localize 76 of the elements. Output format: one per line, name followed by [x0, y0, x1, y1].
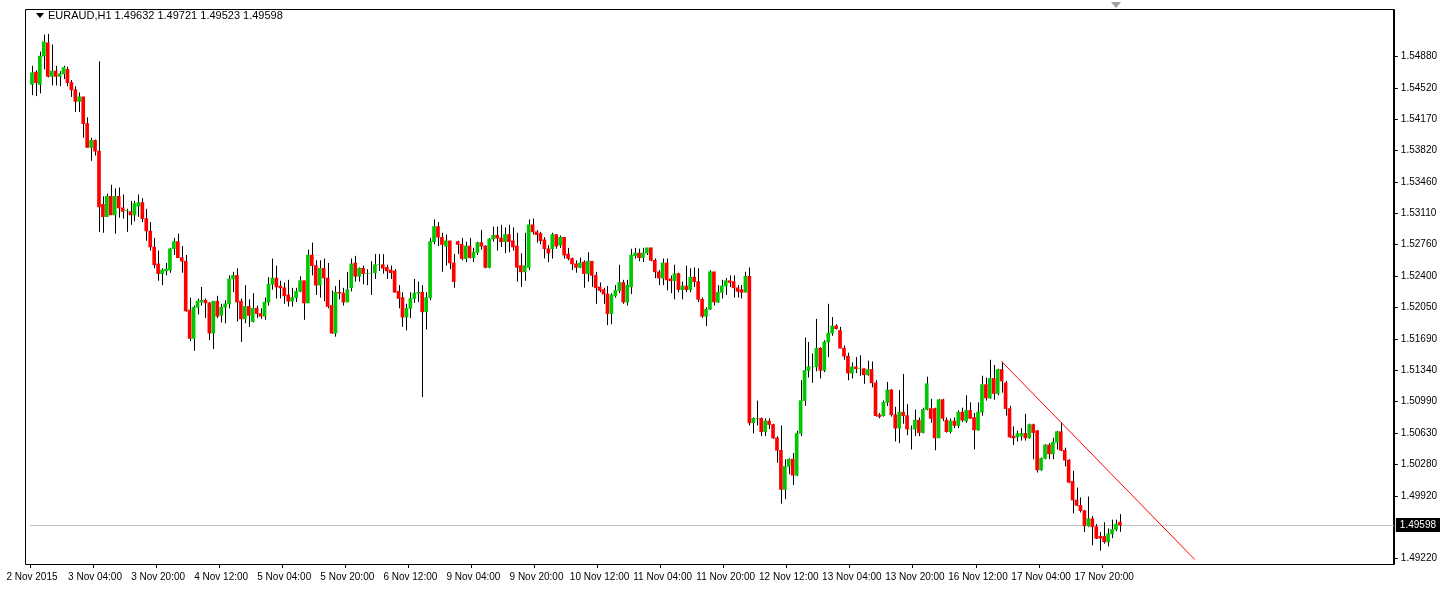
candlestick — [219, 303, 224, 323]
candlestick — [991, 364, 996, 401]
candlestick — [783, 458, 787, 500]
x-tick-label: 5 Nov 04:00 — [257, 570, 312, 582]
candlestick — [286, 279, 291, 307]
candlestick — [30, 65, 34, 96]
x-tick-label: 6 Nov 12:00 — [383, 570, 438, 582]
x-tick-label: 11 Nov 20:00 — [696, 570, 756, 582]
candlestick — [897, 389, 901, 444]
candlestick — [302, 280, 306, 321]
candlestick — [377, 253, 381, 272]
x-tick-label: 13 Nov 04:00 — [822, 570, 883, 582]
x-tick-label: 2 Nov 2015 — [6, 570, 58, 582]
candlestick — [124, 208, 129, 233]
candlestick — [290, 287, 294, 307]
ref-line-label: 1.49598 — [1399, 518, 1437, 530]
x-tick-label: 9 Nov 20:00 — [509, 570, 564, 582]
candlestick — [987, 359, 992, 400]
chart-title: EURAUD,H1 1.49632 1.49721 1.49523 1.49598 — [48, 9, 283, 21]
candlestick — [34, 69, 38, 97]
candlestick — [901, 373, 905, 425]
x-tick-label: 17 Nov 04:00 — [1011, 570, 1072, 582]
x-tick-label: 5 Nov 20:00 — [320, 570, 375, 582]
y-tick-label: 1.49920 — [1400, 490, 1438, 502]
y-tick-label: 1.52400 — [1400, 270, 1438, 282]
candlestick — [246, 298, 251, 328]
candlestick — [112, 187, 117, 235]
y-tick-label: 1.54520 — [1400, 81, 1438, 93]
candlestick — [243, 284, 247, 324]
x-tick-label: 9 Nov 04:00 — [446, 570, 501, 582]
y-tick-label: 1.49220 — [1400, 552, 1438, 564]
y-tick-label: 1.54170 — [1400, 112, 1438, 124]
candlestick — [719, 279, 724, 299]
candlestick — [436, 221, 440, 247]
candlestick — [108, 184, 113, 216]
x-tick-label: 10 Nov 12:00 — [569, 570, 630, 582]
candlestick — [451, 253, 456, 289]
candlestick — [972, 412, 976, 450]
y-tick-label: 1.53820 — [1400, 143, 1438, 155]
x-tick-label: 11 Nov 04:00 — [633, 570, 693, 582]
candlestick — [684, 265, 689, 293]
candlestick — [89, 137, 93, 162]
y-tick-label: 1.50280 — [1400, 458, 1438, 470]
candlestick — [49, 44, 54, 86]
x-tick-label: 13 Nov 20:00 — [885, 570, 946, 582]
candlestick — [617, 264, 622, 294]
x-tick-label: 17 Nov 20:00 — [1074, 570, 1135, 582]
candlestick — [380, 253, 385, 275]
candlestick — [365, 268, 369, 286]
candlestick — [116, 186, 121, 219]
candlestick — [499, 224, 503, 248]
candlestick — [507, 224, 511, 253]
y-tick-label: 1.50990 — [1400, 395, 1438, 407]
candlestick — [420, 284, 425, 398]
candlestick — [77, 91, 82, 113]
candlestick — [688, 267, 693, 293]
y-tick-label: 1.52050 — [1400, 301, 1438, 313]
x-tick-label: 3 Nov 20:00 — [131, 570, 186, 582]
candlestick — [215, 295, 220, 319]
candlestick — [503, 226, 507, 254]
y-tick-label: 1.50630 — [1400, 427, 1438, 439]
y-tick-label: 1.51690 — [1400, 333, 1438, 345]
y-tick-label: 1.51340 — [1400, 364, 1438, 376]
y-tick-label: 1.53110 — [1400, 206, 1437, 218]
y-tick-label: 1.54880 — [1400, 49, 1438, 61]
candlestick — [369, 260, 373, 296]
candlestick — [984, 377, 988, 402]
x-tick-label: 3 Nov 04:00 — [68, 570, 123, 582]
x-tick-label: 16 Nov 12:00 — [948, 570, 1009, 582]
candlestick — [755, 400, 760, 426]
y-tick-label: 1.52760 — [1400, 238, 1438, 250]
y-tick-label: 1.53460 — [1400, 175, 1438, 187]
x-tick-label: 12 Nov 12:00 — [759, 570, 819, 582]
candlestick — [317, 259, 322, 299]
candlestick — [250, 292, 255, 323]
x-tick-label: 4 Nov 12:00 — [194, 570, 249, 582]
